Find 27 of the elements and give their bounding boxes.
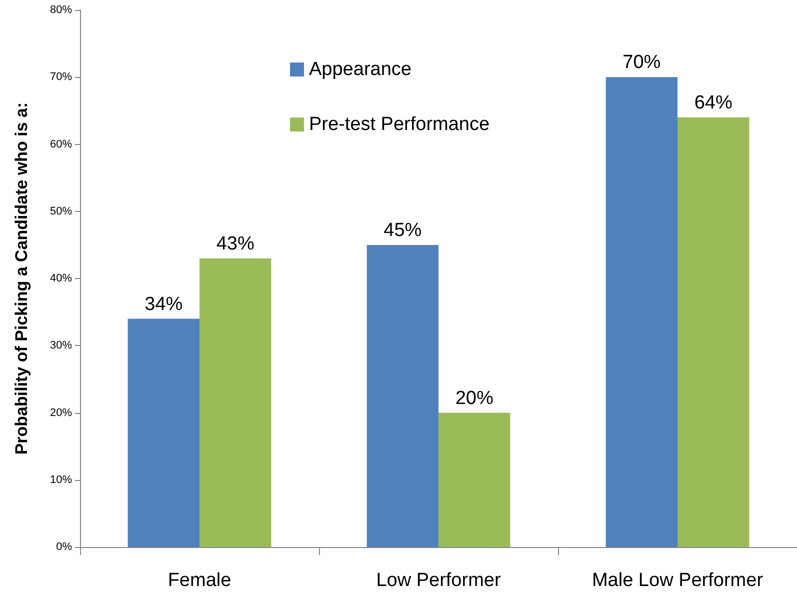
text: 45% xyxy=(384,220,422,241)
text: 20% xyxy=(455,388,494,409)
y-tick-label: 50% xyxy=(50,205,72,218)
y-tick-label: 0% xyxy=(56,541,72,553)
y-tick-label: 70% xyxy=(50,71,72,84)
x-tick-label: Male Low Performer xyxy=(592,570,764,591)
y-tick-label: 40% xyxy=(50,272,72,284)
bar xyxy=(200,258,272,547)
x-tick-label: Low Performer xyxy=(376,570,502,591)
legend-label: Pre-test Performance xyxy=(309,114,490,135)
x-tick-label: Female xyxy=(168,570,232,591)
bar xyxy=(438,412,510,547)
y-tick-label: 80% xyxy=(50,4,72,16)
bar xyxy=(678,117,750,547)
text: 70% xyxy=(622,52,661,74)
bar xyxy=(128,318,200,547)
y-tick-label: 20% xyxy=(50,406,72,419)
y-tick-label: 10% xyxy=(50,474,72,486)
text: 34% xyxy=(144,294,183,315)
bar xyxy=(606,77,678,547)
y-tick-label: 30% xyxy=(50,340,72,352)
bar xyxy=(366,244,438,547)
y-axis-title: Probability of Picking a Candidate who is a: xyxy=(12,102,31,455)
text: 43% xyxy=(216,233,254,254)
y-tick-label: 60% xyxy=(50,138,72,150)
legend-label: Appearance xyxy=(309,59,412,80)
text: 64% xyxy=(694,92,732,114)
